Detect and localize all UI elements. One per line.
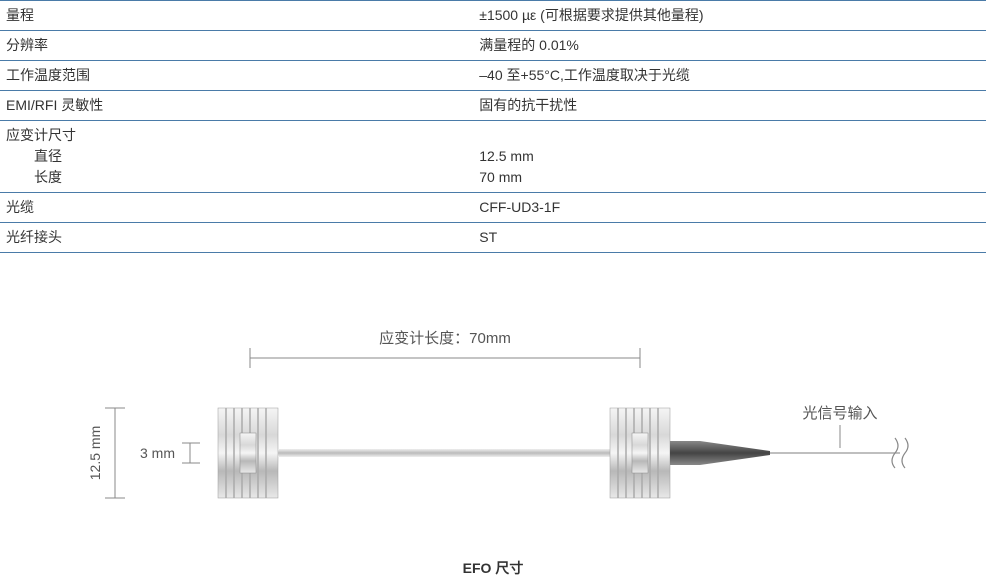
spec-label: 光纤接头 (0, 223, 473, 253)
diagram-container: 应变计长度：70mm 12.5 mm 3 mm (0, 313, 986, 578)
spec-label: 量程 (0, 1, 473, 31)
efo-diagram: 应变计长度：70mm 12.5 mm 3 mm (0, 313, 986, 543)
spec-value: 固有的抗干扰性 (473, 91, 986, 121)
table-row: EMI/RFI 灵敏性 固有的抗干扰性 (0, 91, 986, 121)
spec-sublabel: 直径 (6, 146, 467, 167)
spec-label-group: 应变计尺寸 直径 长度 (0, 121, 473, 193)
spec-subvalue: 70 mm (479, 169, 522, 185)
length-dimension: 应变计长度：70mm (250, 329, 640, 368)
spec-label: EMI/RFI 灵敏性 (0, 91, 473, 121)
height-label: 12.5 mm (87, 426, 103, 480)
table-row: 分辨率 满量程的 0.01% (0, 31, 986, 61)
left-anchor (218, 408, 278, 498)
spec-label: 工作温度范围 (0, 61, 473, 91)
table-row-dimensions: 应变计尺寸 直径 长度 12.5 mm 70 mm (0, 121, 986, 193)
table-row: 光纤接头 ST (0, 223, 986, 253)
connector-taper (700, 441, 770, 465)
spec-table: 量程 ±1500 µε (可根据要求提供其他量程) 分辨率 满量程的 0.01%… (0, 0, 986, 253)
spec-label: 光缆 (0, 193, 473, 223)
gauge-rod (278, 449, 610, 457)
spec-subvalue: 12.5 mm (479, 148, 533, 164)
break-symbol (902, 438, 908, 468)
spec-label: 应变计尺寸 (6, 127, 76, 143)
table-row: 光缆 CFF-UD3-1F (0, 193, 986, 223)
spec-label: 分辨率 (0, 31, 473, 61)
spec-value: ST (473, 223, 986, 253)
spec-value: 满量程的 0.01% (473, 31, 986, 61)
height-dimension: 12.5 mm (87, 408, 125, 498)
spec-value: –40 至+55°C,工作温度取决于光缆 (473, 61, 986, 91)
table-row: 工作温度范围 –40 至+55°C,工作温度取决于光缆 (0, 61, 986, 91)
length-label: 应变计长度：70mm (379, 329, 511, 347)
thread-label: 3 mm (140, 445, 175, 461)
table-row: 量程 ±1500 µε (可根据要求提供其他量程) (0, 1, 986, 31)
spec-value: CFF-UD3-1F (473, 193, 986, 223)
diagram-caption: EFO 尺寸 (0, 558, 986, 578)
right-anchor (610, 408, 670, 498)
signal-label: 光信号输入 (802, 405, 877, 422)
connector-body (670, 441, 700, 465)
spec-value: ±1500 µε (可根据要求提供其他量程) (473, 1, 986, 31)
spec-value-group: 12.5 mm 70 mm (473, 121, 986, 193)
spec-sublabel: 长度 (6, 167, 467, 188)
thread-dimension: 3 mm (140, 443, 200, 463)
